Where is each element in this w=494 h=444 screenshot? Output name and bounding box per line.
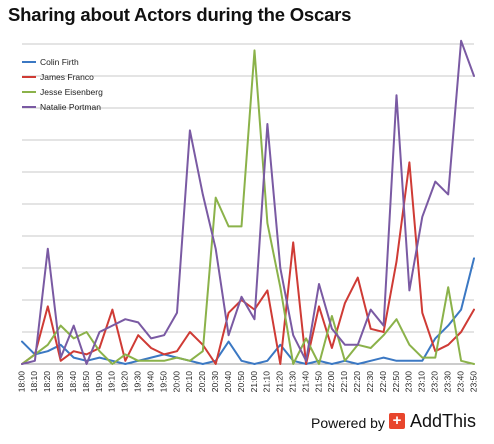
x-tick-label: 18:50 — [81, 371, 91, 393]
x-tick-label: 20:00 — [171, 371, 181, 393]
legend-label: Jesse Eisenberg — [40, 87, 103, 97]
x-tick-label: 23:20 — [430, 371, 440, 393]
legend: Colin Firth James Franco Jesse Eisenberg Na… — [22, 57, 103, 112]
x-tick-label: 20:50 — [236, 371, 246, 393]
x-tick-label: 21:40 — [300, 371, 310, 393]
x-tick-label: 19:00 — [94, 371, 104, 393]
x-tick-label: 19:30 — [132, 371, 142, 393]
legend-label: James Franco — [40, 72, 94, 82]
x-tick-label: 18:00 — [16, 371, 26, 393]
x-tick-label: 22:50 — [391, 371, 401, 393]
x-tick-label: 21:30 — [287, 371, 297, 393]
x-tick-label: 21:00 — [249, 371, 259, 393]
line-chart: Colin Firth James Franco Jesse Eisenberg Na… — [16, 39, 478, 393]
x-tick-label: 18:20 — [42, 371, 52, 393]
legend-label: Natalie Portman — [40, 102, 101, 112]
x-tick-label: 23:50 — [468, 371, 478, 393]
x-tick-label: 18:40 — [68, 371, 78, 393]
x-tick-label: 21:20 — [275, 371, 285, 393]
series-line-james-franco — [21, 161, 475, 365]
x-tick-label: 22:10 — [339, 371, 349, 393]
x-axis-tick-labels: 18:00 18:10 18:20 18:30 18:40 18:50 19:00 19:10… — [16, 371, 478, 393]
legend-label: Colin Firth — [40, 57, 79, 67]
x-tick-label: 19:40 — [145, 371, 155, 393]
x-tick-label: 18:10 — [29, 371, 39, 393]
series-lines — [21, 39, 475, 365]
x-tick-label: 23:10 — [417, 371, 427, 393]
x-tick-label: 22:00 — [326, 371, 336, 393]
series-line-jesse-eisenberg — [21, 49, 475, 365]
gridlines — [22, 43, 474, 365]
x-tick-label: 23:40 — [455, 371, 465, 393]
x-tick-label: 18:30 — [55, 371, 65, 393]
x-tick-label: 20:10 — [184, 371, 194, 393]
x-tick-label: 19:20 — [120, 371, 130, 393]
x-tick-label: 20:30 — [210, 371, 220, 393]
powered-by-label: Powered by — [311, 415, 385, 431]
x-tick-label: 22:40 — [378, 371, 388, 393]
x-tick-label: 23:00 — [404, 371, 414, 393]
x-tick-label: 20:40 — [223, 371, 233, 393]
chart-title: Sharing about Actors during the Oscars — [8, 4, 352, 25]
x-tick-label: 20:20 — [197, 371, 207, 393]
x-tick-label: 23:30 — [442, 371, 452, 393]
x-tick-label: 19:10 — [107, 371, 117, 393]
x-tick-label: 21:10 — [262, 371, 272, 393]
x-tick-label: 22:20 — [352, 371, 362, 393]
addthis-logo-text[interactable]: AddThis — [410, 411, 477, 431]
x-tick-label: 21:50 — [313, 371, 323, 393]
series-line-natalie-portman — [21, 39, 475, 365]
x-tick-label: 19:50 — [158, 371, 168, 393]
x-tick-label: 22:30 — [365, 371, 375, 393]
series-line-colin-firth — [21, 257, 475, 365]
footer: Powered by + AddThis — [0, 410, 494, 444]
addthis-plus-icon[interactable]: + — [389, 413, 405, 429]
